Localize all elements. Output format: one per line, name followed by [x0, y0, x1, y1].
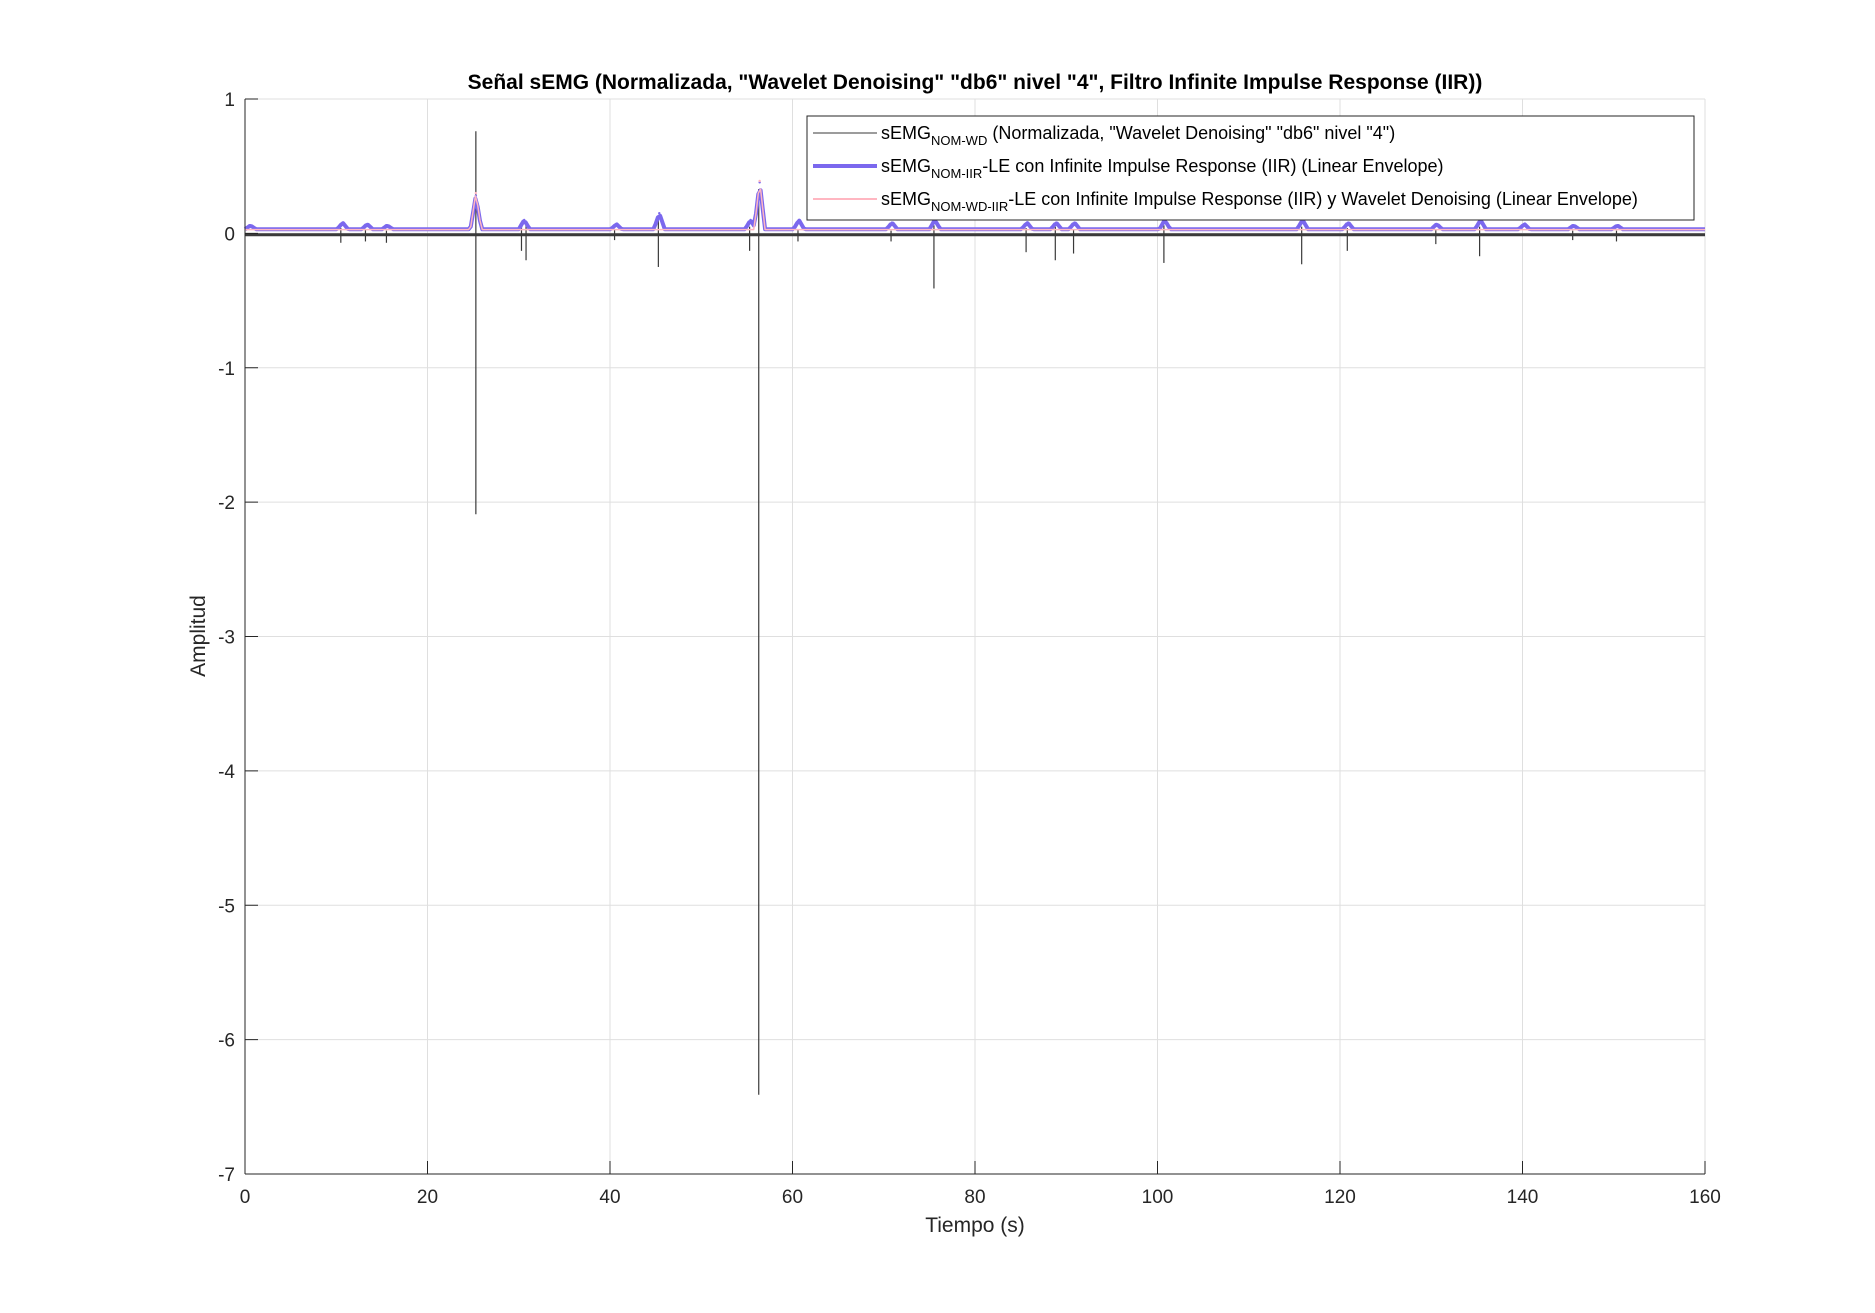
axes [244, 98, 1706, 1175]
series-semg-nom-iir-le-peak [615, 222, 618, 226]
series-semg-nom-iir-le-peak [1616, 224, 1619, 227]
x-tick-label: 40 [599, 1187, 620, 1208]
x-tick-label: 80 [964, 1187, 985, 1208]
series-semg-nom-iir-le-peak [797, 218, 801, 222]
x-tick-label: 140 [1507, 1187, 1539, 1208]
series-semg-nom-iir-le-peak [890, 221, 894, 224]
x-tick-label: 160 [1689, 1187, 1721, 1208]
series-semg-nom-iir-le-peak [1025, 221, 1029, 224]
series-semg-nom-iir-le-peak [386, 224, 389, 227]
series-semg-nom-wd-iir-le [245, 179, 1705, 231]
y-tick-label: -4 [218, 762, 235, 783]
x-tick-label: 60 [782, 1187, 803, 1208]
y-tick-label: 0 [224, 224, 235, 245]
y-tick-label: -3 [218, 628, 235, 649]
chart-title: Señal sEMG (Normalizada, "Wavelet Denois… [468, 71, 1483, 94]
y-tick-label: -6 [218, 1031, 235, 1052]
series-semg-nom-iir-le-peak [1347, 221, 1350, 224]
series-semg-nom-iir-le-peak [249, 224, 252, 227]
y-tick-label: -2 [218, 493, 235, 514]
x-axis-label: Tiempo (s) [925, 1214, 1025, 1237]
series-semg-nom-iir-le-peak [749, 218, 752, 222]
y-tick-label: -7 [218, 1165, 235, 1186]
legend-entry: sEMGNOM-IIR-LE con Infinite Impulse Resp… [881, 156, 1444, 181]
series-semg-nom-iir-le-peak [366, 222, 369, 226]
x-tick-label: 100 [1142, 1187, 1174, 1208]
y-tick-label: -1 [218, 359, 235, 380]
x-tick-label: 20 [417, 1187, 438, 1208]
series-semg-nom-iir-le-peak [658, 212, 661, 215]
series-semg-nom-iir-le-peak [523, 218, 526, 222]
series-semg-nom-iir-le-peak [1523, 222, 1526, 226]
y-tick-label: -5 [218, 896, 235, 917]
legend-entry: sEMGNOM-WD-IIR-LE con Infinite Impulse R… [881, 189, 1638, 214]
legend-entry: sEMGNOM-WD (Normalizada, "Wavelet Denois… [881, 123, 1395, 148]
y-tick-label: 1 [224, 90, 235, 111]
x-tick-label: 0 [240, 1187, 251, 1208]
series-semg-nom-iir-le-peak [1435, 222, 1438, 226]
x-tick-label: 120 [1324, 1187, 1356, 1208]
tick-labels: 0 20 40 60 80 100 120 140 160 1 0 -1 -2 -3 -4 -5 -6 -7 [218, 90, 1721, 1208]
legend: sEMGNOM-WD (Normalizada, "Wavelet Denois… [806, 115, 1695, 221]
series-semg-nom-iir-le-peak [1572, 224, 1575, 227]
y-axis-label: Amplitud [187, 595, 210, 677]
series-semg-nom-wd-iir-le-line [245, 188, 1705, 231]
plot-area [243, 131, 1705, 1095]
series-semg-nom-iir-le-peak [1055, 221, 1058, 224]
legend-box [806, 115, 1695, 221]
series-semg-nom-iir-le-peak [1073, 221, 1076, 224]
series-semg-nom-wd-iir-le-peak [474, 191, 478, 195]
series-semg-nom-wd-iir-le-peak [758, 179, 761, 183]
series-semg-nom-iir-le-peak [341, 221, 344, 224]
